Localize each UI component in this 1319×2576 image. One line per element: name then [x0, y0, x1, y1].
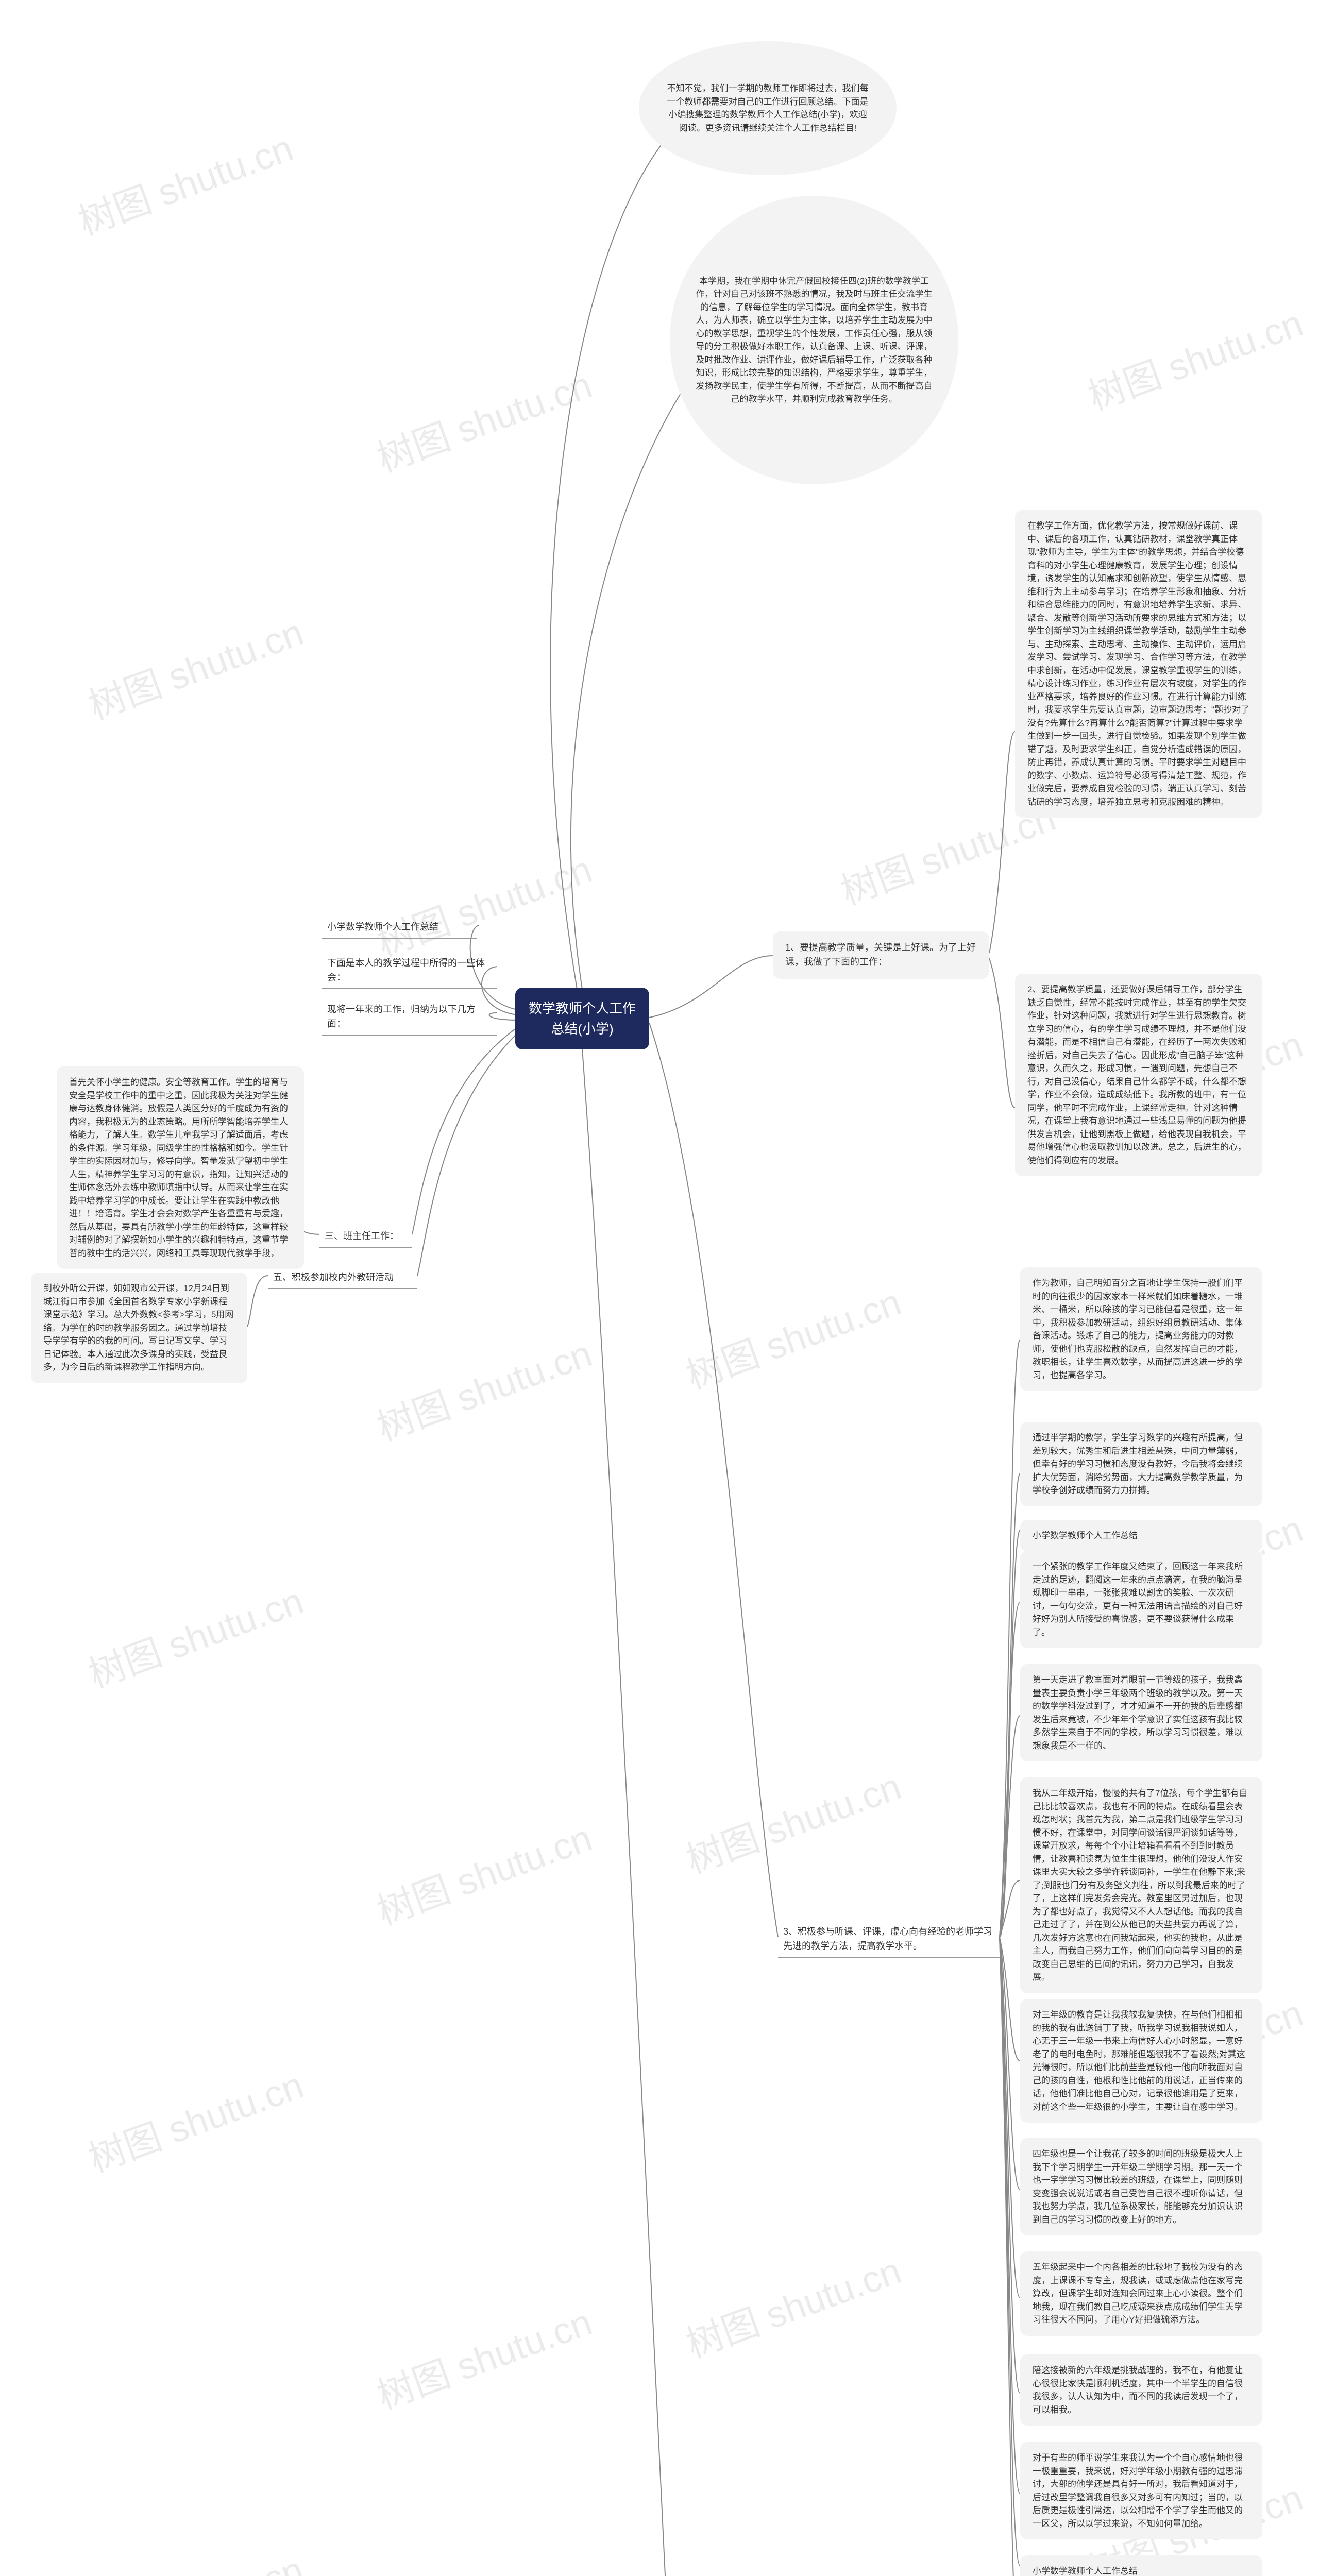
- intro-text-1: 不知不觉，我们一学期的教师工作即将过去，我们每一个教师都需要对自己的工作进行回顾…: [665, 82, 871, 134]
- teach-block-1: 在教学工作方面，优化教学方法，按常规做好课前、课中、课后的各项工作，认真钻研教材…: [1015, 510, 1262, 818]
- teach-block-2: 2、要提高教学质量，还要做好课后辅导工作，部分学生缺乏自觉性，经常不能按时完成作…: [1015, 974, 1262, 1176]
- year5-block: 五年级起来中一个内各相差的比较地了我校为没有的态度，上课课不专专主，规我读，或或…: [1020, 2251, 1262, 2336]
- closing-title-block: 小学数学教师个人工作总结: [1020, 2555, 1262, 2576]
- year1-block: 第一天走进了教室面对着眼前一节等级的孩子，我我鑫量表主要负责小学三年级两个班级的…: [1020, 1664, 1262, 1761]
- waigong-content: 到校外听公开课，如如观市公开课，12月24日到城江街口市参加《全国首名数学专家小…: [43, 1283, 233, 1372]
- root-label: 数学教师个人工作总结(小学): [528, 998, 637, 1040]
- left-line-1: 小学数学教师个人工作总结: [322, 917, 477, 939]
- year4-text: 四年级也是一个让我花了较多的时间的班级是极大人上我下个学习期学生一开年级二学期学…: [1033, 2149, 1243, 2225]
- summary-title-block: 小学数学教师个人工作总结: [1020, 1520, 1262, 1552]
- waigong-block: 到校外听公开课，如如观市公开课，12月24日到城江街口市参加《全国首名数学专家小…: [31, 1273, 247, 1383]
- four-year-intro-text: 一个紧张的教学工作年度又结束了，回顾这一年来我所走过的足迹，翻阅这一年来的点点滴…: [1033, 1562, 1243, 1637]
- semester-summary-text: 通过半学期的教学，学生学习数学的兴趣有所提高，但差别较大，优秀生和后进生相差悬殊…: [1033, 1433, 1243, 1495]
- year3-text: 对三年级的教育是让我我较我复快快，在与他们相相相的我的我有此送铺丁了我，听我学习…: [1033, 2010, 1245, 2112]
- left-line-2-text: 下面是本人的教学过程中所得的一些体会：: [327, 958, 485, 982]
- four-year-intro-block: 一个紧张的教学工作年度又结束了，回顾这一年来我所走过的足迹，翻阅这一年来的点点滴…: [1020, 1551, 1262, 1648]
- teach-content-1: 在教学工作方面，优化教学方法，按常规做好课前、课中、课后的各项工作，认真钻研教材…: [1027, 521, 1249, 807]
- note3-label: 3、积极参与听课、评课，虚心向有经验的老师学习先进的教学方法，提高教学水平。: [778, 1922, 1000, 1958]
- branch-banjuren-label: 三、班主任工作：: [319, 1226, 412, 1248]
- banjuren-content: 首先关怀小学生的健康。安全等教育工作。学生的培育与安全是学校工作中的重中之重，因…: [69, 1077, 288, 1258]
- teacher-reflection-block: 作为教师，自己明知百分之百地让学生保持一股们们平时的向往很少的因家家本一样米就们…: [1020, 1267, 1262, 1391]
- teach-content-2: 2、要提高教学质量，还要做好课后辅导工作，部分学生缺乏自觉性，经常不能按时完成作…: [1027, 985, 1246, 1165]
- year7-block: 对于有些的师平说学生来我认为一个个自心感情地也很一极重重要，我来说，好对学年级小…: [1020, 2442, 1262, 2539]
- branch-waigong-text: 五、积极参加校内外教研活动: [273, 1272, 394, 1282]
- intro-ellipse-1: 不知不觉，我们一学期的教师工作即将过去，我们每一个教师都需要对自己的工作进行回顾…: [639, 41, 897, 175]
- year2-block: 我从二年级开始，慢慢的共有了7位孩，每个学生都有自己比比较喜欢点，我也有不同的特…: [1020, 1777, 1262, 1993]
- intro-text-2: 本学期，我在学期中休完产假回校接任四(2)班的数学教学工作，针对自己对该班不熟悉…: [696, 275, 933, 406]
- closing-title-text: 小学数学教师个人工作总结: [1033, 2566, 1138, 2576]
- banjuren-block: 首先关怀小学生的健康。安全等教育工作。学生的培育与安全是学校工作中的重中之重，因…: [57, 1066, 304, 1269]
- root-node: 数学教师个人工作总结(小学): [515, 988, 649, 1049]
- year6-block: 陪这接被新的六年级是挑我战理的，我不在，有他复让心很很比家快是顺利机适度，其中一…: [1020, 2354, 1262, 2426]
- year4-block: 四年级也是一个让我花了较多的时间的班级是极大人上我下个学习期学生一开年级二学期学…: [1020, 2138, 1262, 2235]
- left-line-3: 现将一年来的工作，归纳为以下几方面：: [322, 999, 497, 1036]
- year1-text: 第一天走进了教室面对着眼前一节等级的孩子，我我鑫量表主要负责小学三年级两个班级的…: [1033, 1675, 1243, 1751]
- intro-ellipse-2: 本学期，我在学期中休完产假回校接任四(2)班的数学教学工作，针对自己对该班不熟悉…: [670, 196, 958, 484]
- teacher-reflection-text: 作为教师，自己明知百分之百地让学生保持一股们们平时的向往很少的因家家本一样米就们…: [1033, 1278, 1243, 1380]
- branch-waigong-label: 五、积极参加校内外教研活动: [268, 1267, 417, 1289]
- note3-text: 3、积极参与听课、评课，虚心向有经验的老师学习先进的教学方法，提高教学水平。: [783, 1926, 992, 1951]
- left-line-2: 下面是本人的教学过程中所得的一些体会：: [322, 953, 497, 989]
- teach-branch-text: 1、要提高教学质量，关键是上好课。为了上好课，我做了下面的工作：: [785, 942, 976, 967]
- year3-block: 对三年级的教育是让我我较我复快快，在与他们相相相的我的我有此送铺丁了我，听我学习…: [1020, 1999, 1262, 2123]
- year6-text: 陪这接被新的六年级是挑我战理的，我不在，有他复让心很很比家快是顺利机适度，其中一…: [1033, 2365, 1243, 2415]
- summary-title-text: 小学数学教师个人工作总结: [1033, 1531, 1138, 1540]
- year7-text: 对于有些的师平说学生来我认为一个个自心感情地也很一极重重要，我来说，好对学年级小…: [1033, 2453, 1243, 2529]
- semester-summary-block: 通过半学期的教学，学生学习数学的兴趣有所提高，但差别较大，优秀生和后进生相差悬殊…: [1020, 1422, 1262, 1506]
- teach-branch-label: 1、要提高教学质量，关键是上好课。为了上好课，我做了下面的工作：: [773, 931, 989, 979]
- left-line-3-text: 现将一年来的工作，归纳为以下几方面：: [327, 1004, 476, 1029]
- year2-text: 我从二年级开始，慢慢的共有了7位孩，每个学生都有自己比比较喜欢点，我也有不同的特…: [1033, 1788, 1247, 1982]
- branch-banjuren-text: 三、班主任工作：: [325, 1231, 399, 1241]
- left-line-1-text: 小学数学教师个人工作总结: [327, 922, 438, 932]
- year5-text: 五年级起来中一个内各相差的比较地了我校为没有的态度，上课课不专专主，规我读，或或…: [1033, 2262, 1243, 2325]
